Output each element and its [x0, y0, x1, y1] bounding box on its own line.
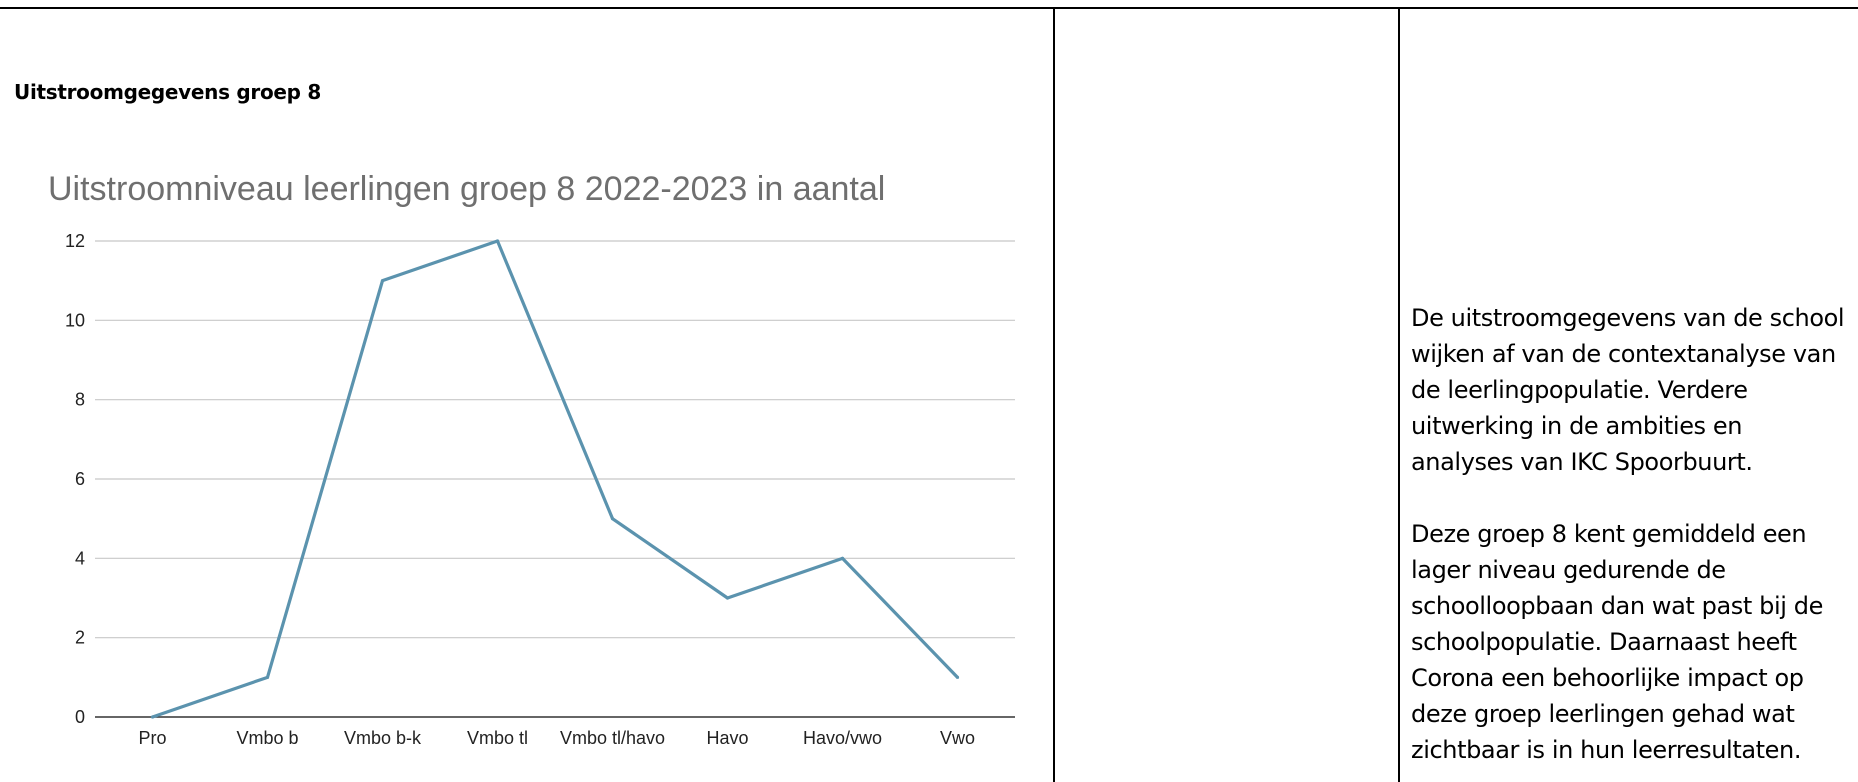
- data-point: [265, 675, 270, 679]
- y-tick-label: 2: [75, 628, 85, 648]
- data-point: [380, 279, 385, 283]
- x-tick-label: Vmbo tl/havo: [560, 728, 665, 748]
- section-title: Uitstroomgegevens groep 8: [14, 80, 321, 104]
- data-point: [610, 517, 615, 521]
- chart-series: [150, 239, 960, 719]
- note-line: schoolloopbaan dan wat past bij de: [1411, 592, 1823, 620]
- line-chart: 0 2 4 6 8 10 12 Pro Vmbo b Vmbo b-k Vmbo tl Vmbo t…: [65, 231, 1015, 748]
- note-line: wijken af van de contextanalyse van: [1411, 340, 1836, 368]
- chart-x-tick-labels: Pro Vmbo b Vmbo b-k Vmbo tl Vmbo tl/havo Havo…: [138, 728, 975, 748]
- y-tick-label: 12: [65, 231, 85, 251]
- chart-y-tick-labels: 0 2 4 6 8 10 12: [65, 231, 85, 727]
- column-divider-1: [1053, 7, 1055, 782]
- note-line: uitwerking in de ambities en: [1411, 412, 1743, 440]
- note-line: Corona een behoorlijke impact op: [1411, 664, 1804, 692]
- x-tick-label: Havo/vwo: [803, 728, 882, 748]
- x-tick-label: Pro: [138, 728, 166, 748]
- note-line: analyses van IKC Spoorbuurt.: [1411, 448, 1753, 476]
- note-line: De uitstroomgegevens van de school: [1411, 304, 1845, 332]
- x-tick-label: Havo: [706, 728, 748, 748]
- y-tick-label: 8: [75, 390, 85, 410]
- y-tick-label: 4: [75, 548, 85, 568]
- y-tick-label: 6: [75, 469, 85, 489]
- y-tick-label: 10: [65, 310, 85, 330]
- table-top-border: [0, 7, 1858, 9]
- x-tick-label: Vmbo tl: [467, 728, 528, 748]
- data-point: [150, 715, 155, 719]
- note-paragraph-2: Deze groep 8 kent gemiddeld een lager niv…: [1411, 516, 1823, 768]
- note-line: de leerlingpopulatie. Verdere: [1411, 376, 1748, 404]
- x-tick-label: Vmbo b-k: [344, 728, 422, 748]
- x-tick-label: Vmbo b: [236, 728, 298, 748]
- note-line: Deze groep 8 kent gemiddeld een: [1411, 520, 1807, 548]
- series-line: [151, 239, 959, 719]
- data-point: [725, 596, 730, 600]
- note-paragraph-1: De uitstroomgegevens van de school wijken…: [1411, 300, 1845, 480]
- x-tick-label: Vwo: [940, 728, 975, 748]
- data-point: [955, 675, 960, 679]
- note-line: zichtbaar is in hun leerresultaten.: [1411, 736, 1802, 764]
- data-point: [840, 556, 845, 560]
- y-tick-label: 0: [75, 707, 85, 727]
- note-line: schoolpopulatie. Daarnaast heeft: [1411, 628, 1797, 656]
- note-line: deze groep leerlingen gehad wat: [1411, 700, 1795, 728]
- data-point: [495, 239, 500, 243]
- chart-gridlines: [95, 240, 1015, 718]
- chart-title: Uitstroomniveau leerlingen groep 8 2022-…: [48, 170, 886, 208]
- column-divider-2: [1398, 7, 1400, 782]
- note-line: lager niveau gedurende de: [1411, 556, 1726, 584]
